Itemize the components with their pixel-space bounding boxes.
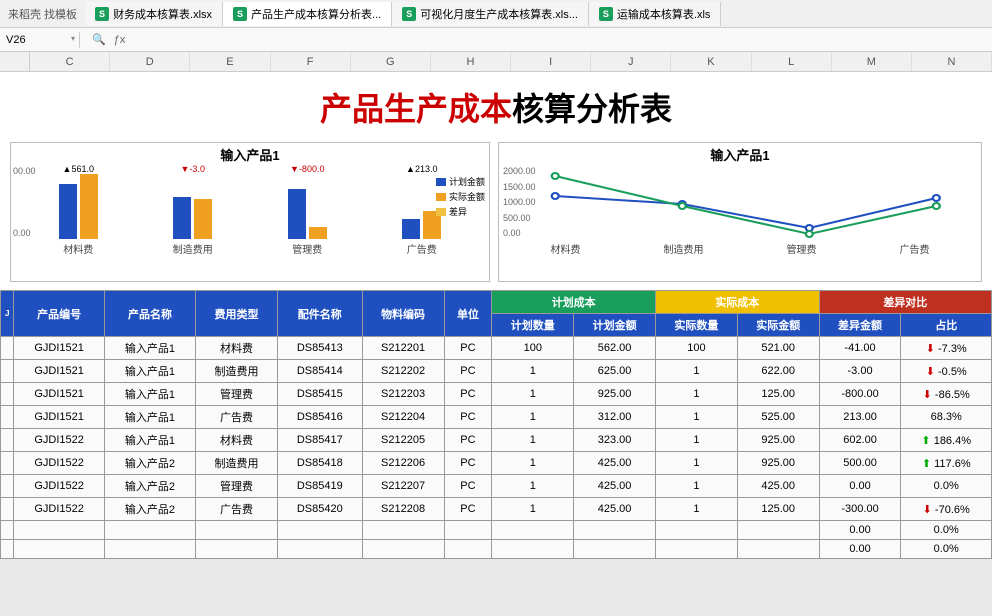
file-tabs: S 财务成本核算表.xlsx S 产品生产成本核算分析表... S 可视化月度生产成本核算… <box>85 2 992 26</box>
table-subheader: 计划金额 <box>574 314 656 337</box>
column-header[interactable]: E <box>190 52 270 71</box>
table-header: 费用类型 <box>196 291 278 337</box>
column-header[interactable]: M <box>832 52 912 71</box>
excel-icon: S <box>599 7 613 21</box>
column-header[interactable]: C <box>30 52 110 71</box>
column-header[interactable]: N <box>912 52 992 71</box>
table-header: 产品编号 <box>14 291 104 337</box>
file-tab[interactable]: S 财务成本核算表.xlsx <box>85 2 223 26</box>
column-header[interactable]: K <box>671 52 751 71</box>
file-tab[interactable]: S 产品生产成本核算分析表... <box>223 2 392 26</box>
template-link[interactable]: 来稻壳 找模板 <box>0 6 85 22</box>
table-row[interactable]: GJDI1522输入产品2制造费用DS85418S212206PC1425.00… <box>1 452 992 475</box>
table-header: 配件名称 <box>277 291 362 337</box>
table-header: 计划成本 <box>492 291 656 314</box>
data-table: J产品编号产品名称费用类型配件名称物料编码单位计划成本实际成本差异对比计划数量计… <box>0 290 992 559</box>
fx-icon[interactable]: ƒx <box>114 34 126 46</box>
column-header[interactable]: I <box>511 52 591 71</box>
line-chart: 输入产品1 2000.001500.001000.00500.000.00 材料… <box>498 142 982 282</box>
sheet-title: 产品生产成本核算分析表 <box>0 72 992 138</box>
excel-icon: S <box>233 7 247 21</box>
table-header: 单位 <box>444 291 492 337</box>
table-row[interactable]: GJDI1521输入产品1材料费DS85413S212201PC100562.0… <box>1 337 992 360</box>
formula-bar: V26 🔍 ƒx <box>0 28 992 52</box>
tab-label: 可视化月度生产成本核算表.xls... <box>420 6 578 22</box>
bar-chart: 输入产品1 00.000.00 ▲561.0材料费▼-3.0制造费用▼-800.… <box>10 142 490 282</box>
table-subheader: 计划数量 <box>492 314 574 337</box>
table-row[interactable]: GJDI1522输入产品2管理费DS85419S212207PC1425.001… <box>1 475 992 498</box>
table-row[interactable]: GJDI1521输入产品1制造费用DS85414S212202PC1625.00… <box>1 360 992 383</box>
column-header[interactable]: D <box>110 52 190 71</box>
column-header[interactable]: J <box>591 52 671 71</box>
spreadsheet-body: 产品生产成本核算分析表 输入产品1 00.000.00 ▲561.0材料费▼-3… <box>0 72 992 559</box>
tab-label: 财务成本核算表.xlsx <box>113 6 212 22</box>
excel-icon: S <box>95 7 109 21</box>
table-header: 产品名称 <box>104 291 195 337</box>
file-tab[interactable]: S 运输成本核算表.xls <box>589 2 722 26</box>
search-icon[interactable]: 🔍 <box>92 33 106 46</box>
column-header[interactable]: F <box>271 52 351 71</box>
table-row[interactable]: 0.000.0% <box>1 540 992 559</box>
tab-label: 运输成本核算表.xls <box>617 6 711 22</box>
tab-label: 产品生产成本核算分析表... <box>251 6 381 22</box>
top-bar: 来稻壳 找模板 S 财务成本核算表.xlsx S 产品生产成本核算分析表... S 可视化… <box>0 0 992 28</box>
table-subheader: 实际金额 <box>737 314 819 337</box>
file-tab[interactable]: S 可视化月度生产成本核算表.xls... <box>392 2 589 26</box>
column-headers: CDEFGHIJKLMN <box>0 52 992 72</box>
table-header: 物料编码 <box>362 291 444 337</box>
table-header: 实际成本 <box>656 291 820 314</box>
excel-icon: S <box>402 7 416 21</box>
table-subheader: 差异金额 <box>819 314 901 337</box>
table-row[interactable]: 0.000.0% <box>1 521 992 540</box>
table-row[interactable]: GJDI1521输入产品1管理费DS85415S212203PC1925.001… <box>1 383 992 406</box>
table-row[interactable]: GJDI1522输入产品1材料费DS85417S212205PC1323.001… <box>1 429 992 452</box>
table-row[interactable]: GJDI1521输入产品1广告费DS85416S212204PC1312.001… <box>1 406 992 429</box>
column-header[interactable]: H <box>431 52 511 71</box>
table-row[interactable]: GJDI1522输入产品2广告费DS85420S212208PC1425.001… <box>1 498 992 521</box>
table-subheader: 占比 <box>901 314 992 337</box>
table-header: 差异对比 <box>819 291 991 314</box>
column-header[interactable]: L <box>752 52 832 71</box>
column-header[interactable]: G <box>351 52 431 71</box>
cell-reference[interactable]: V26 <box>0 32 80 48</box>
table-subheader: 实际数量 <box>656 314 738 337</box>
